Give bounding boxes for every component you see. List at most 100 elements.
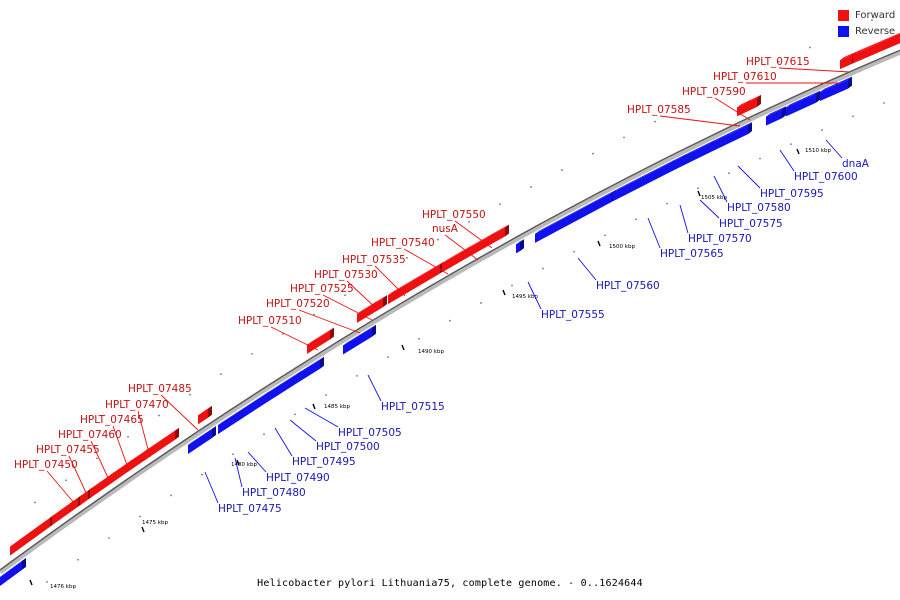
gene-label-forward[interactable]: HPLT_07460 xyxy=(58,429,122,441)
gene-body xyxy=(307,330,330,354)
gene-reverse[interactable] xyxy=(188,426,216,455)
gene-label-reverse[interactable]: HPLT_07565 xyxy=(660,248,724,260)
grid-dot xyxy=(821,129,823,131)
grid-dot xyxy=(809,46,811,49)
tick-label: 1476 kbp xyxy=(50,584,76,590)
leader-line xyxy=(346,280,379,311)
gene-label-reverse[interactable]: HPLT_07555 xyxy=(541,309,605,321)
gene-forward[interactable] xyxy=(145,427,179,461)
grid-dot xyxy=(480,302,482,304)
gene-label-reverse[interactable]: HPLT_07570 xyxy=(688,233,752,245)
gene-label-forward[interactable]: HPLT_07470 xyxy=(105,399,169,411)
gene-label-forward[interactable]: HPLT_07525 xyxy=(290,283,354,295)
gene-label-reverse[interactable]: HPLT_07580 xyxy=(727,202,791,214)
leader-line xyxy=(68,455,89,498)
legend-reverse[interactable]: Reverse xyxy=(838,24,895,39)
gene-label-forward[interactable]: HPLT_07455 xyxy=(36,444,100,456)
gene-body xyxy=(372,298,383,314)
gene-body xyxy=(710,125,748,153)
gene-label-reverse[interactable]: HPLT_07575 xyxy=(719,218,783,230)
gene-forward[interactable] xyxy=(372,295,387,314)
tick-mark xyxy=(236,459,240,466)
gene-forward[interactable] xyxy=(198,405,212,425)
gene-forward[interactable] xyxy=(746,94,761,113)
grid-dot xyxy=(34,501,36,504)
gene-top xyxy=(442,246,470,264)
gene-reverse[interactable] xyxy=(516,239,524,254)
leader-line xyxy=(247,451,267,473)
gene-label-forward[interactable]: HPLT_07530 xyxy=(314,269,378,281)
gene-label-forward[interactable]: HPLT_07590 xyxy=(682,86,746,98)
gene-label-reverse[interactable]: HPLT_07600 xyxy=(794,171,858,183)
grid-dot xyxy=(313,313,315,316)
gene-forward[interactable] xyxy=(307,327,334,354)
grid-dot xyxy=(542,267,544,270)
gene-body xyxy=(0,560,22,586)
gene-label-reverse[interactable]: HPLT_07480 xyxy=(242,487,306,499)
gene-top xyxy=(188,426,216,446)
leader-line xyxy=(112,425,129,469)
gene-reverse[interactable] xyxy=(535,189,616,243)
gene-label-reverse[interactable]: HPLT_07515 xyxy=(381,401,445,413)
gene-reverse[interactable] xyxy=(820,76,852,101)
gene-reverse[interactable] xyxy=(710,122,752,153)
gene-reverse[interactable] xyxy=(0,557,26,586)
grid-dot xyxy=(573,250,575,253)
gene-label-forward[interactable]: HPLT_07540 xyxy=(371,237,435,249)
leader-line xyxy=(679,204,689,234)
leader-line xyxy=(659,115,741,127)
gene-reverse[interactable] xyxy=(766,106,786,126)
gene-label-reverse[interactable]: HPLT_07490 xyxy=(266,472,330,484)
gene-label-forward[interactable]: HPLT_07450 xyxy=(14,459,78,471)
gene-label-forward[interactable]: HPLT_07615 xyxy=(746,56,810,68)
gene-body xyxy=(343,327,372,355)
gene-body xyxy=(188,429,212,455)
tick-label: 1505 kbp xyxy=(701,195,727,201)
tick-mark xyxy=(312,403,316,410)
tick-mark xyxy=(141,526,145,533)
gene-body xyxy=(442,249,466,273)
gene-label-forward[interactable]: HPLT_07535 xyxy=(342,254,406,266)
grid-dot xyxy=(158,414,160,417)
leader-line xyxy=(714,97,751,121)
gene-body xyxy=(535,192,612,243)
gene-side xyxy=(383,295,387,308)
gene-body xyxy=(516,242,520,254)
gene-label-forward[interactable]: HPLT_07485 xyxy=(128,383,192,395)
legend-forward[interactable]: Forward xyxy=(838,8,895,23)
grid-dots xyxy=(34,19,885,583)
gene-label-reverse[interactable]: HPLT_07475 xyxy=(218,503,282,515)
gene-top xyxy=(840,51,856,61)
tick-label: 1495 kbp xyxy=(512,294,538,300)
gene-label-reverse[interactable]: HPLT_07495 xyxy=(292,456,356,468)
gene-reverse[interactable] xyxy=(343,324,376,355)
gene-label-forward[interactable]: HPLT_07520 xyxy=(266,298,330,310)
grid-dot xyxy=(108,537,110,539)
gene-label-forward[interactable]: HPLT_07610 xyxy=(713,71,777,83)
gene-body xyxy=(613,163,670,202)
grid-dot xyxy=(189,393,191,396)
gene-body xyxy=(786,93,816,117)
grid-dot xyxy=(449,319,451,322)
gene-label-reverse[interactable]: HPLT_07500 xyxy=(316,441,380,453)
gene-forward[interactable] xyxy=(490,224,509,245)
gene-label-reverse[interactable]: HPLT_07560 xyxy=(596,280,660,292)
gene-forward[interactable] xyxy=(895,31,900,46)
grid-dot xyxy=(871,19,873,22)
gene-label-forward[interactable]: HPLT_07585 xyxy=(627,104,691,116)
gene-reverse[interactable] xyxy=(786,90,820,117)
gene-label-forward[interactable]: HPLT_07510 xyxy=(238,315,302,327)
tick-mark xyxy=(697,190,701,197)
gene-label-forward[interactable]: HPLT_07550 xyxy=(422,209,486,221)
gene-reverse[interactable] xyxy=(297,356,324,384)
gene-label-reverse[interactable]: dnaA xyxy=(842,158,870,170)
gene-top xyxy=(265,383,282,395)
gene-label-forward[interactable]: nusA xyxy=(432,223,459,235)
grid-dot xyxy=(263,433,265,436)
gene-top xyxy=(746,94,761,104)
gene-label-forward[interactable]: HPLT_07465 xyxy=(80,414,144,426)
gene-label-reverse[interactable]: HPLT_07595 xyxy=(760,188,824,200)
gene-label-reverse[interactable]: HPLT_07505 xyxy=(338,427,402,439)
grid-dot xyxy=(294,413,296,416)
